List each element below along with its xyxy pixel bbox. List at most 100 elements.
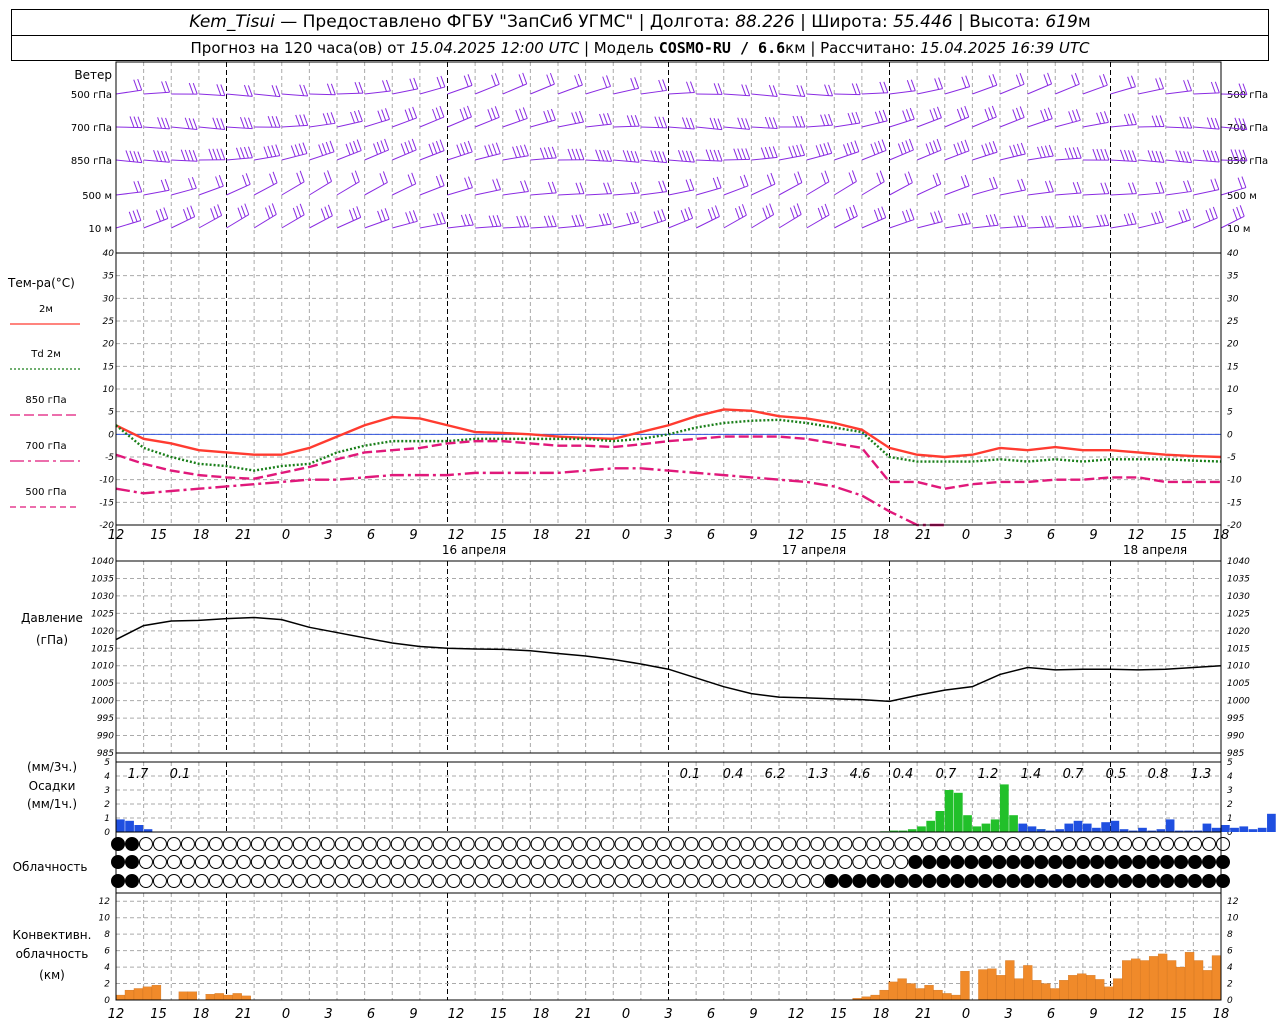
wind-barb-feather (272, 171, 278, 183)
wind-barb-feather (630, 115, 636, 127)
wind-barb-feather (907, 171, 913, 183)
cloud-symbol (264, 874, 279, 888)
time-tick: 6 (367, 528, 375, 543)
cloud-symbol (1160, 855, 1175, 869)
wind-barb-feather (964, 174, 970, 187)
wind-barb (392, 88, 418, 95)
conv-tick-right: 12 (1227, 897, 1239, 907)
wind-barb-feather (909, 208, 915, 220)
wind-barb-feather (192, 82, 198, 95)
wind-barb-feather (488, 144, 494, 156)
wind-barb (944, 223, 971, 229)
wind-barb (1055, 119, 1081, 128)
pressure-tick-left: 1000 (91, 697, 114, 707)
wind-barb-feather (733, 148, 739, 160)
cloud-symbol (222, 874, 237, 888)
wind-barb-feather (1123, 149, 1129, 162)
wind-barb-feather (957, 142, 963, 154)
wind-barb-feather (705, 149, 711, 161)
wind-barb-feather (376, 141, 382, 154)
wind-barb (972, 116, 997, 128)
wind-barb-feather (1020, 142, 1026, 155)
wind-barb-feather (658, 181, 664, 193)
cloud-symbol (908, 874, 923, 888)
conv-bar (1005, 960, 1015, 1001)
cloud-symbol (1174, 874, 1189, 888)
wind-barb-feather (1016, 143, 1022, 156)
precip-bar (1211, 827, 1221, 832)
wind-barb (916, 149, 942, 161)
wind-barb (1027, 118, 1053, 128)
precip-bar (889, 830, 899, 832)
precip-bar (917, 826, 926, 832)
precip-bar (1156, 829, 1166, 832)
wind-barb-feather (650, 150, 656, 162)
wind-barb-feather (1072, 147, 1078, 159)
wind-barb (502, 83, 527, 95)
wind-barb-feather (1123, 114, 1129, 126)
wind-barb-feather (356, 206, 362, 218)
cloud-symbol (852, 837, 867, 851)
wind-barb (778, 182, 803, 196)
cloud-symbol (1048, 837, 1063, 851)
wind-barb-feather (180, 149, 186, 161)
cloud-symbol (1146, 874, 1161, 888)
cloud-symbol (894, 837, 909, 851)
cloud-symbol (628, 855, 643, 869)
wind-barb-feather (1175, 150, 1181, 162)
wind-barb-feather (681, 150, 687, 162)
wind-barb-feather (820, 114, 826, 126)
wind-barb (613, 87, 639, 95)
wind-barb-feather (155, 210, 161, 222)
wind-barb (944, 116, 969, 128)
altitude: 619 (1045, 12, 1078, 32)
wind-barb-feather (268, 205, 274, 217)
wind-barb-feather (598, 214, 604, 226)
conv-bar (933, 989, 943, 1001)
precip-bar (981, 823, 991, 832)
wind-barb-feather (516, 145, 521, 158)
cloud-symbol (950, 837, 965, 851)
wind-barb-feather (161, 81, 167, 93)
wind-barb-feather (685, 81, 691, 93)
conv-bar (915, 988, 925, 1001)
wind-barb-feather (522, 72, 528, 85)
wind-barb (419, 150, 445, 161)
precip-tick-right: 5 (1227, 758, 1233, 768)
conv-tick-left: 8 (104, 930, 110, 940)
wind-barb-feather (382, 80, 387, 92)
wind-barb-feather (164, 179, 170, 191)
wind-barb-feather (292, 207, 298, 220)
wind-barb (640, 89, 667, 95)
wind-barb-feather (324, 206, 330, 218)
wind-barb-feather (547, 215, 553, 227)
time-tick-bottom: 0 (622, 1007, 630, 1022)
wind-barb-feather (989, 214, 995, 226)
wind-barb (364, 90, 391, 95)
wind-barb (309, 215, 333, 229)
cloud-symbol (334, 837, 349, 851)
wind-barb-feather (188, 82, 194, 95)
time-tick-bottom: 15 (1170, 1007, 1187, 1022)
wind-barb (999, 189, 1026, 196)
wind-barb-feather (1127, 182, 1133, 194)
time-tick: 3 (1004, 528, 1012, 543)
temp-tick-left: 30 (103, 294, 115, 304)
wind-barb-feather (680, 210, 686, 222)
wind-barb-feather (1092, 148, 1098, 161)
wind-barb (447, 187, 473, 196)
pressure-tick-right: 985 (1227, 749, 1244, 759)
wind-barb-feather (1214, 150, 1220, 163)
wind-barb-feather (435, 140, 441, 153)
time-tick-bottom: 3 (1004, 1007, 1012, 1022)
wind-barb-feather (772, 85, 778, 97)
wind-barb (309, 180, 332, 196)
conv-bar (924, 985, 934, 1001)
wind-barb-feather (929, 109, 935, 121)
wind-level-right: 500 м (1227, 191, 1257, 202)
conv-tick-left: 10 (99, 914, 111, 924)
wind-barb-feather (299, 170, 305, 182)
time-tick-bottom: 6 (367, 1007, 375, 1022)
conv-tick-right: 0 (1227, 996, 1233, 1006)
